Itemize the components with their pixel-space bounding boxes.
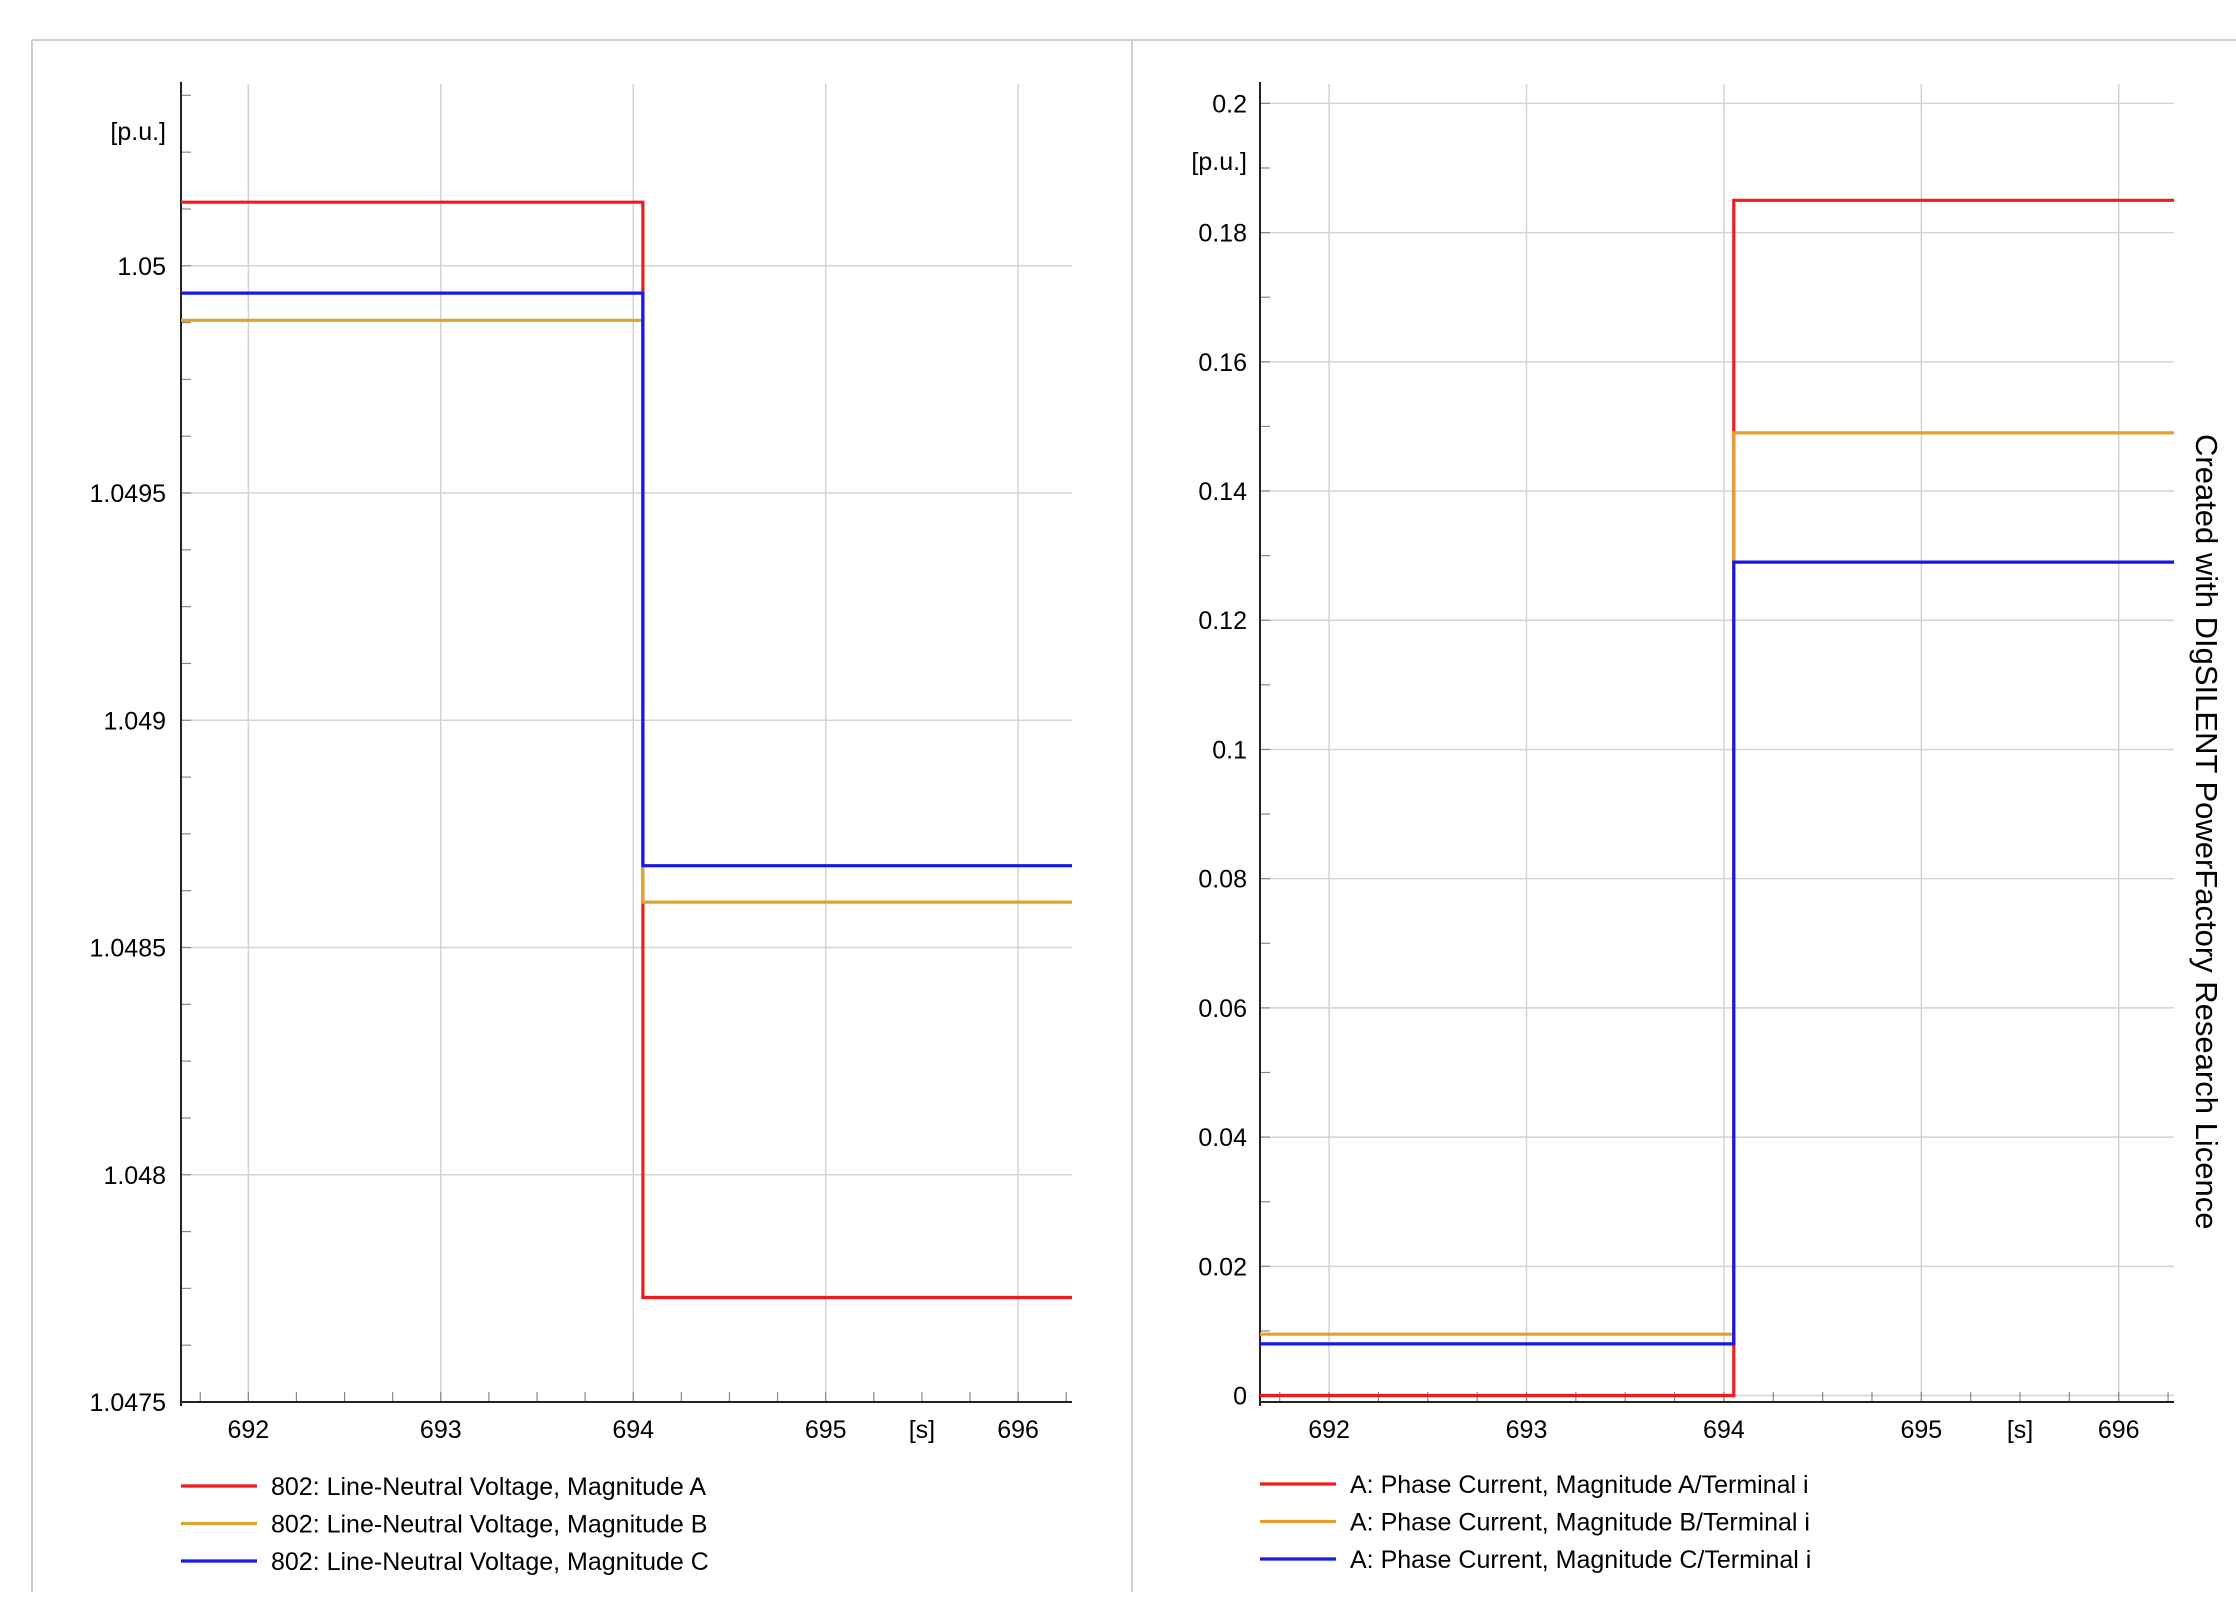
series-line <box>1260 198 2174 1398</box>
x-tick-label: 696 <box>997 1416 1039 1444</box>
series-line <box>1260 560 2174 1346</box>
y-tick-label: 0.16 <box>1198 349 1247 377</box>
series-line <box>181 200 1072 1300</box>
legend-label: A: Phase Current, Magnitude A/Terminal i <box>1350 1471 1809 1499</box>
x-tick-label: 692 <box>227 1416 269 1444</box>
legend-label: A: Phase Current, Magnitude C/Terminal i <box>1350 1546 1811 1574</box>
y-tick-label: 0 <box>1233 1383 1247 1411</box>
x-tick-label: 694 <box>612 1416 654 1444</box>
x-tick-label: 692 <box>1308 1416 1350 1444</box>
y-tick-label: 0.2 <box>1212 90 1247 118</box>
legend-label: A: Phase Current, Magnitude B/Terminal i <box>1350 1509 1810 1537</box>
y-tick-label: 1.05 <box>117 253 166 281</box>
x-unit-label: [s] <box>909 1416 935 1444</box>
voltage-chart: 1.0475 1.048 1.0485 1.049 1.0495 1.05 [p.u.] 69… <box>90 82 1072 1576</box>
y-tick-label: 1.049 <box>103 707 166 735</box>
legend-label: 802: Line-Neutral Voltage, Magnitude C <box>271 1548 709 1576</box>
y-tick-label: 1.0495 <box>90 480 166 508</box>
series-line <box>181 291 1072 868</box>
y-tick-label: 0.18 <box>1198 220 1247 248</box>
y-tick-label: 0.12 <box>1198 607 1247 635</box>
y-tick-label: 0.02 <box>1198 1253 1247 1281</box>
legend-label: 802: Line-Neutral Voltage, Magnitude B <box>271 1511 707 1539</box>
x-tick-label: 695 <box>1900 1416 1942 1444</box>
y-tick-label: 0.14 <box>1198 478 1247 506</box>
x-tick-label: 693 <box>420 1416 462 1444</box>
y-tick-label: 0.06 <box>1198 995 1247 1023</box>
y-unit-label: [p.u.] <box>110 118 166 146</box>
x-unit-label: [s] <box>2007 1416 2033 1444</box>
y-unit-label: [p.u.] <box>1191 148 1247 176</box>
y-tick-label: 0.08 <box>1198 866 1247 894</box>
y-tick-label: 1.048 <box>103 1162 166 1190</box>
series-line <box>1260 431 2174 1336</box>
y-tick-label: 1.0475 <box>90 1389 166 1417</box>
x-tick-label: 696 <box>2098 1416 2140 1444</box>
watermark-text: Created with DIgSILENT PowerFactory Rese… <box>2189 434 2224 1229</box>
current-chart: 0 0.02 0.04 0.06 0.08 0.1 0.12 0.14 0.16 0.18 0.2 [… <box>1191 82 2174 1574</box>
y-tick-label: 1.0485 <box>90 935 166 963</box>
x-tick-label: 695 <box>805 1416 847 1444</box>
series-line <box>181 318 1072 904</box>
legend-label: 802: Line-Neutral Voltage, Magnitude A <box>271 1473 706 1501</box>
x-tick-label: 693 <box>1506 1416 1548 1444</box>
x-tick-label: 694 <box>1703 1416 1745 1444</box>
y-tick-label: 0.04 <box>1198 1124 1247 1152</box>
y-tick-label: 0.1 <box>1212 736 1247 764</box>
